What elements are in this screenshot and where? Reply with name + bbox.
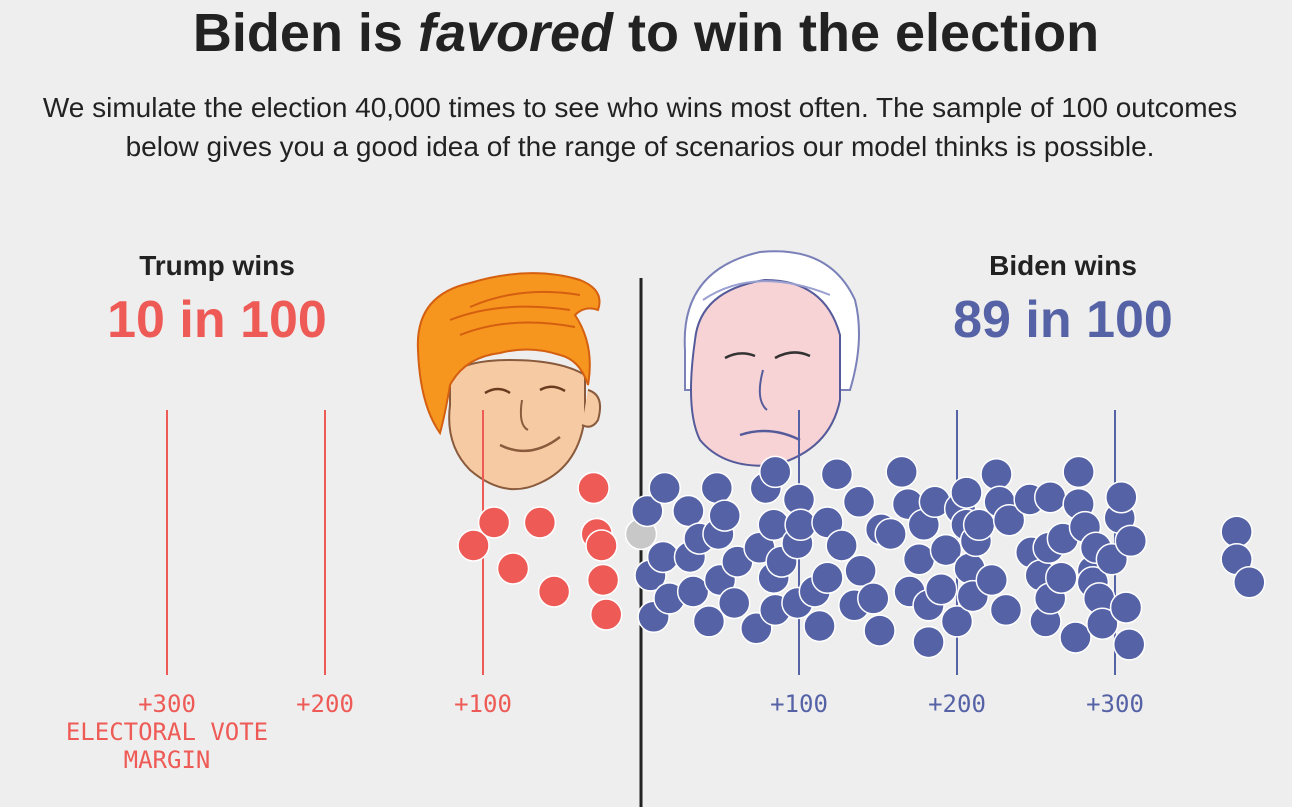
outcome-dot-biden[interactable] [820,457,854,491]
outcome-dot-biden[interactable] [992,503,1026,537]
outcome-dot-biden[interactable] [631,494,664,528]
biden-wins-label: Biden wins [989,250,1137,281]
axis-title-line1: ELECTORAL VOTE [65,718,269,746]
outcome-dot-biden[interactable] [1233,566,1266,599]
outcome-dot-biden[interactable] [1045,561,1078,594]
outcome-dot-biden[interactable] [857,582,890,615]
outcome-dot-biden[interactable] [1033,480,1067,514]
outcome-dot-biden[interactable] [692,605,726,638]
trump-wins-label: Trump wins [139,250,295,281]
tick-label-trump-100: +100 [454,690,512,718]
outcome-dot-biden[interactable] [989,593,1023,627]
outcome-dot-biden[interactable] [717,586,751,620]
outcome-dot-biden[interactable] [1059,621,1092,654]
tick-label-biden-200: +200 [928,690,986,718]
outcome-dot-biden[interactable] [1220,515,1253,548]
outcome-dot-biden[interactable] [648,471,681,505]
outcome-dot-trump[interactable] [457,529,490,562]
outcome-dot-biden[interactable] [885,455,918,489]
outcome-dot-biden[interactable] [924,572,958,606]
biden-wins-count: 89 in 100 [953,291,1173,349]
outcome-dot-biden[interactable] [863,614,896,647]
title-post: to win the election [613,3,1100,63]
outcome-dot-biden[interactable] [975,563,1009,597]
axis-title: ELECTORAL VOTE MARGIN [47,718,287,774]
trump-wins-count: 10 in 100 [107,291,327,349]
outcome-dot-biden[interactable] [1062,455,1095,489]
title-pre: Biden is [192,3,418,63]
outcome-dot-trump[interactable] [477,506,511,539]
outcome-dot-biden[interactable] [708,499,741,532]
outcome-dot-biden[interactable] [980,457,1013,491]
page-title: Biden is favored to win the election [0,2,1292,64]
outcome-dot-biden[interactable] [825,529,858,562]
outcome-dot-biden[interactable] [940,605,974,638]
outcome-dot-trump[interactable] [589,598,623,631]
title-emphasis: favored [417,3,614,63]
outcome-dot-biden[interactable] [759,455,792,489]
outcome-dot-biden[interactable] [1114,524,1148,558]
outcome-dot-biden[interactable] [912,625,945,659]
outcome-dot-biden[interactable] [842,485,876,519]
outcome-dot-biden[interactable] [700,471,734,505]
outcome-dot-trump[interactable] [577,471,610,505]
tick-label-biden-300: +300 [1086,690,1144,718]
outcome-dot-trump[interactable] [586,563,620,597]
outcome-dot-biden[interactable] [874,517,907,551]
outcome-dot-trump[interactable] [523,506,557,539]
outcome-dot-trump[interactable] [585,529,618,562]
outcome-dot-biden[interactable] [950,476,983,509]
tick-label-trump-300: +300 [138,690,196,718]
page-subtitle: We simulate the election 40,000 times to… [42,92,1238,162]
outcome-dot-biden[interactable] [844,554,877,588]
outcome-dot-biden[interactable] [811,561,844,594]
outcome-dot-biden[interactable] [1105,480,1138,514]
outcome-dot-biden[interactable] [672,494,705,528]
outcome-dot-biden[interactable] [929,533,963,567]
biden-face-illustration [683,250,860,467]
outcome-dot-biden[interactable] [1086,607,1119,640]
tick-label-biden-100: +100 [770,690,828,718]
outcome-dot-biden[interactable] [1109,591,1143,624]
axis-title-line2: MARGIN [123,746,211,774]
outcome-dot-trump[interactable] [496,552,530,585]
outcome-dot-biden[interactable] [1112,628,1146,661]
outcome-dot-trump[interactable] [537,575,571,608]
outcome-dot-biden[interactable] [803,609,836,643]
tick-label-trump-200: +200 [296,690,354,718]
